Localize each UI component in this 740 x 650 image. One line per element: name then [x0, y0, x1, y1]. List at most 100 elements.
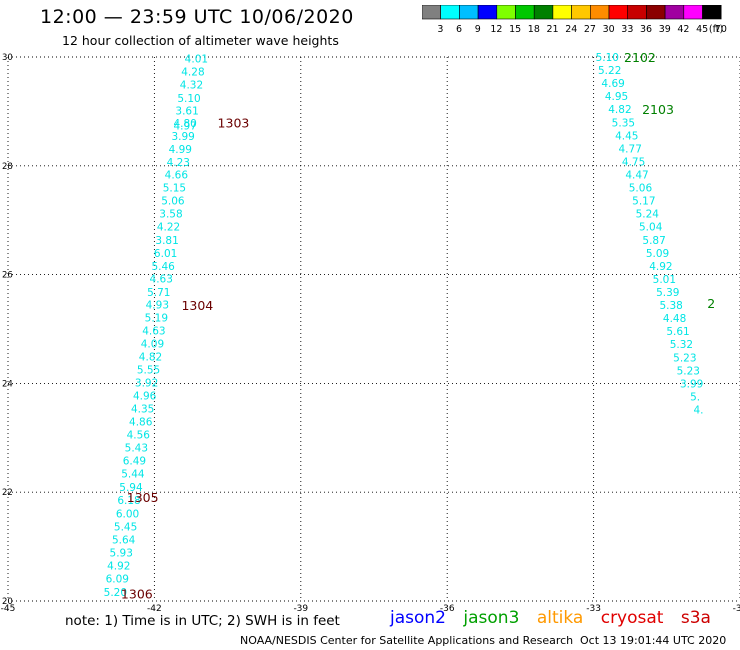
- color-scale-label: 12: [490, 24, 502, 35]
- color-scale-label: 45: [696, 24, 708, 35]
- satellite-legend: jason2 jason3 altika cryosat s3a: [390, 608, 723, 628]
- wave-height-label: 5.10: [177, 93, 200, 105]
- wave-height-label: 5.19: [145, 313, 168, 325]
- wave-height-label: 3.58: [159, 209, 182, 221]
- y-tick-label: 28: [2, 162, 13, 172]
- footnote: note: 1) Time is in UTC; 2) SWH is in fe…: [65, 613, 340, 629]
- y-tick-label: 20: [2, 597, 13, 607]
- wave-height-label: 5.23: [673, 352, 696, 364]
- legend-jason3: jason3: [463, 608, 520, 628]
- wave-height-label: 5.55: [137, 364, 160, 376]
- wave-height-label: 4.48: [663, 313, 686, 325]
- wave-height-label: 6.00: [116, 508, 139, 520]
- wave-height-label: 5.: [690, 391, 700, 403]
- wave-height-label: 4.09: [141, 339, 164, 351]
- altimeter-plot: -45-42-39-36-33-302022242628304.014.284.…: [1, 50, 740, 614]
- wave-height-label: 3.99: [171, 131, 194, 143]
- wave-height-label: 4.01: [185, 54, 208, 66]
- wave-height-label: 5.22: [598, 65, 621, 77]
- wave-height-label: 4.82: [608, 104, 631, 116]
- color-scale-label: 3: [437, 24, 443, 35]
- legend-altika: altika: [536, 608, 584, 628]
- wave-height-label: 5.87: [642, 235, 665, 247]
- wave-height-label: 5.93: [110, 548, 133, 560]
- wave-height-label: 4.69: [601, 78, 624, 90]
- x-tick-label: -45: [1, 604, 16, 614]
- wave-height-label: 5.23: [677, 365, 700, 377]
- wave-height-label: 4.77: [619, 143, 642, 155]
- wave-height-label: 4.92: [107, 561, 130, 573]
- wave-height-label: 3.92: [135, 377, 158, 389]
- wave-height-label: 3.81: [155, 235, 178, 247]
- wave-height-label: 5.71: [147, 287, 170, 299]
- wave-height-label: 4.75: [622, 156, 645, 168]
- time-annotation: 1304: [181, 298, 213, 313]
- wave-height-label: 5.32: [670, 339, 693, 351]
- time-annotation: 1306: [121, 586, 153, 601]
- wave-height-label: 4.96: [133, 390, 157, 402]
- wave-height-label: 5.17: [632, 196, 655, 208]
- x-tick-label: -30: [733, 604, 740, 614]
- wave-height-label: 4.63: [142, 326, 165, 338]
- wave-height-label: 6.18: [117, 495, 140, 507]
- wave-height-label: 5.09: [646, 248, 669, 260]
- wave-height-label: 4.95: [605, 91, 628, 103]
- credit-line: NOAA/NESDIS Center for Satellite Applica…: [240, 634, 574, 647]
- wave-height-label: 4.45: [615, 130, 638, 142]
- wave-height-label: 5.10: [596, 52, 619, 64]
- legend-jason2: jason2: [390, 608, 446, 628]
- color-scale-swatch: [702, 5, 722, 20]
- color-scale-label: 70: [715, 24, 727, 35]
- wave-height-label: 4.66: [165, 170, 189, 182]
- wave-height-label: 5.38: [659, 300, 682, 312]
- wave-height-label: 4.86: [129, 416, 153, 428]
- wave-height-label: 4.63: [150, 273, 173, 285]
- x-tick-label: -39: [293, 604, 308, 614]
- generated-timestamp: Oct 13 19:01:44 UTC 2020: [580, 634, 727, 647]
- wave-height-label: 5.15: [163, 183, 186, 195]
- wave-height-label: 6.09: [106, 574, 129, 586]
- wave-height-label: 4.97: [173, 121, 196, 133]
- wave-height-label: 4.56: [127, 430, 151, 442]
- color-scale-label: 27: [584, 24, 596, 35]
- color-scale-label: 30: [603, 24, 615, 35]
- color-scale-label: 24: [565, 24, 577, 35]
- wave-height-label: 4.82: [139, 352, 162, 364]
- wave-height-label: 4.80: [173, 118, 196, 130]
- color-scale-label: 15: [509, 24, 521, 35]
- legend-s3a: s3a: [680, 608, 711, 628]
- color-scale-unit: (ft): [709, 24, 723, 35]
- wave-height-label: 4.99: [169, 144, 192, 156]
- chart-title: 12:00 — 23:59 UTC 10/06/2020: [40, 6, 354, 28]
- wave-height-label: 4.22: [157, 222, 180, 234]
- wave-height-label: 4.35: [131, 403, 154, 415]
- color-scale-bar: 3 6 9 12 15 18 21 24 27 30 33 36 39 42 45 70(ft): [422, 5, 727, 35]
- wave-height-label: 4.93: [146, 300, 169, 312]
- wave-height-label: 5.44: [121, 469, 145, 481]
- wave-height-label: 5.45: [114, 521, 137, 533]
- color-scale-label: 18: [528, 24, 540, 35]
- color-scale-label: 42: [677, 24, 689, 35]
- y-tick-label: 26: [2, 271, 13, 281]
- color-scale-label: 6: [456, 24, 462, 35]
- wave-height-label: 6.49: [123, 456, 146, 468]
- wave-height-label: 5.39: [656, 287, 679, 299]
- color-scale-label: 21: [547, 24, 559, 35]
- wave-height-label: 5.04: [639, 222, 663, 234]
- x-tick-label: -33: [586, 604, 601, 614]
- wave-height-label: 3.61: [175, 105, 198, 117]
- wave-height-label: 5.61: [666, 326, 689, 338]
- y-tick-label: 22: [2, 488, 13, 498]
- color-scale-label: 9: [475, 24, 481, 35]
- wave-height-label: 4.23: [167, 157, 190, 169]
- wave-height-label: 4.47: [625, 170, 648, 182]
- x-tick-label: -36: [440, 604, 455, 614]
- wave-height-label: 4.28: [181, 67, 204, 79]
- wave-height-label: 5.94: [119, 482, 143, 494]
- color-scale-label: 33: [621, 24, 633, 35]
- y-tick-label: 30: [2, 53, 13, 63]
- y-tick-label: 24: [2, 379, 13, 389]
- wave-height-label: 5.06: [629, 183, 653, 195]
- color-scale-label: 39: [659, 24, 671, 35]
- chart-subtitle: 12 hour collection of altimeter wave hei…: [62, 33, 339, 48]
